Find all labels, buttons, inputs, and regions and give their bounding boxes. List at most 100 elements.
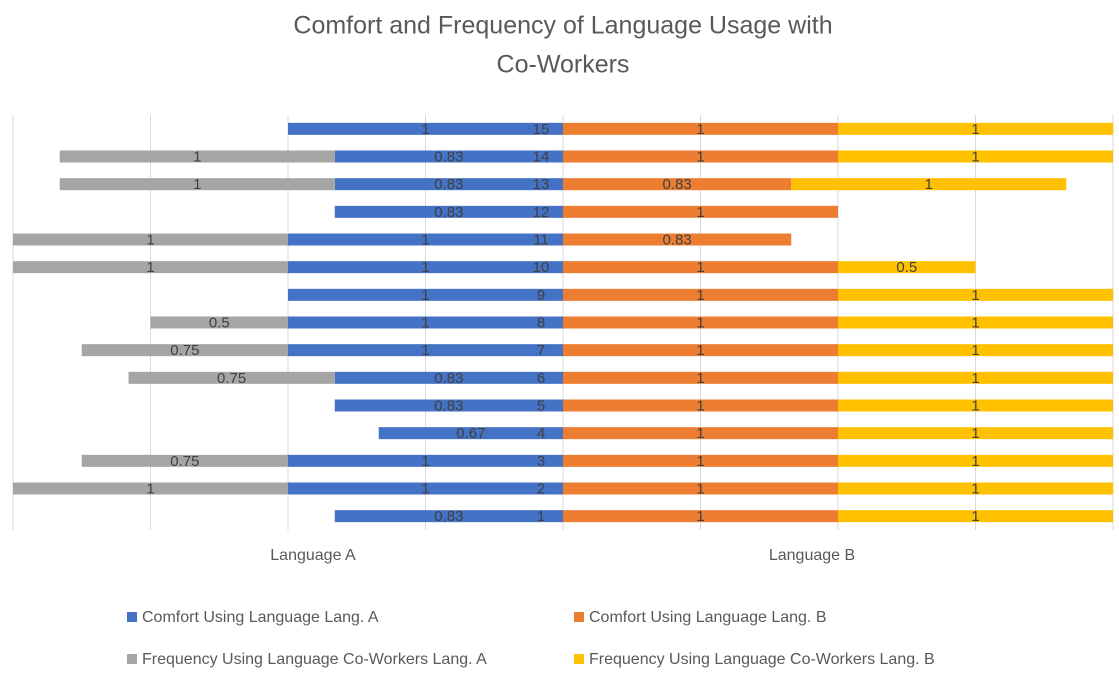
- bar: [838, 288, 1113, 301]
- data-label: 1: [696, 480, 704, 497]
- bar: [838, 399, 1113, 412]
- data-label: 1: [146, 259, 154, 276]
- data-label: 1: [971, 121, 979, 138]
- bar: [288, 122, 563, 135]
- bar: [563, 399, 838, 412]
- data-label: 0.83: [434, 397, 463, 414]
- data-label: 1: [421, 231, 429, 248]
- y-tick-label: 12: [533, 204, 550, 221]
- data-label: 1: [971, 425, 979, 442]
- data-label: 1: [696, 370, 704, 387]
- y-tick-label: 3: [537, 453, 545, 470]
- bar: [288, 233, 563, 246]
- bar: [838, 427, 1113, 440]
- data-label: 1: [696, 508, 704, 525]
- y-tick-label: 5: [537, 397, 545, 414]
- bar: [334, 205, 563, 218]
- bar: [81, 344, 288, 357]
- y-tick-label: 7: [537, 342, 545, 359]
- legend-label: Comfort Using Language Lang. A: [142, 609, 379, 626]
- bar: [838, 261, 976, 274]
- bar: [59, 178, 335, 191]
- y-tick-label: 2: [537, 480, 545, 497]
- bar: [13, 233, 288, 246]
- y-tick-label: 8: [537, 314, 545, 331]
- bar: [838, 454, 1113, 467]
- data-label: 1: [696, 204, 704, 221]
- data-label: 1: [971, 370, 979, 387]
- side-label: Language A: [270, 547, 356, 564]
- data-label: 0.83: [434, 370, 463, 387]
- bar: [791, 178, 1067, 191]
- data-label: 1: [971, 508, 979, 525]
- bar: [838, 316, 1113, 329]
- data-label: 0.83: [434, 204, 463, 221]
- data-label: 1: [925, 176, 933, 193]
- data-label: 0.83: [434, 508, 463, 525]
- y-tick-label: 4: [537, 425, 545, 442]
- bar: [563, 454, 838, 467]
- bar: [150, 316, 288, 329]
- legend-swatch: [127, 612, 137, 622]
- data-label: 1: [971, 342, 979, 359]
- data-label: 1: [421, 259, 429, 276]
- bar: [563, 371, 838, 384]
- bar: [128, 371, 335, 384]
- data-label: 0.83: [663, 231, 692, 248]
- bar: [563, 261, 838, 274]
- bar: [563, 122, 838, 135]
- data-label: 1: [971, 314, 979, 331]
- data-label: 0.5: [896, 259, 917, 276]
- data-label: 1: [146, 480, 154, 497]
- data-label: 0.75: [170, 342, 199, 359]
- bar: [288, 316, 563, 329]
- y-tick-label: 15: [533, 121, 550, 138]
- data-label: 1: [421, 480, 429, 497]
- bar: [563, 344, 838, 357]
- legend-label: Frequency Using Language Co-Workers Lang…: [589, 651, 935, 668]
- bar: [334, 510, 563, 523]
- data-label: 0.5: [209, 314, 230, 331]
- data-label: 1: [421, 453, 429, 470]
- bar: [334, 178, 563, 191]
- bar: [838, 122, 1113, 135]
- data-label: 0.83: [663, 176, 692, 193]
- data-label: 1: [696, 259, 704, 276]
- data-label: 1: [971, 453, 979, 470]
- data-label: 1: [421, 121, 429, 138]
- data-label: 1: [696, 121, 704, 138]
- bar: [288, 454, 563, 467]
- data-label: 1: [971, 397, 979, 414]
- bar: [563, 205, 838, 218]
- bar: [13, 261, 288, 274]
- data-label: 1: [696, 342, 704, 359]
- bar: [838, 510, 1113, 523]
- y-tick-label: 10: [533, 259, 550, 276]
- data-label: 1: [696, 287, 704, 304]
- data-label: 0.67: [456, 425, 485, 442]
- chart-title: Co-Workers: [497, 51, 630, 79]
- bar: [838, 482, 1113, 495]
- data-label: 1: [696, 314, 704, 331]
- bar: [334, 399, 563, 412]
- side-label: Language B: [769, 547, 855, 564]
- data-label: 1: [193, 148, 201, 165]
- bar: [563, 316, 838, 329]
- data-label: 1: [146, 231, 154, 248]
- y-tick-label: 6: [537, 370, 545, 387]
- data-label: 1: [971, 480, 979, 497]
- bar: [563, 482, 838, 495]
- legend-swatch: [127, 654, 137, 664]
- bar: [334, 150, 563, 163]
- bar: [288, 344, 563, 357]
- legend-label: Comfort Using Language Lang. B: [589, 609, 826, 626]
- bar: [563, 178, 792, 191]
- data-label: 1: [696, 148, 704, 165]
- bar: [81, 454, 288, 467]
- data-label: 1: [971, 148, 979, 165]
- bar: [288, 261, 563, 274]
- legend-swatch: [574, 654, 584, 664]
- bar: [334, 371, 563, 384]
- data-label: 1: [421, 342, 429, 359]
- bar: [288, 482, 563, 495]
